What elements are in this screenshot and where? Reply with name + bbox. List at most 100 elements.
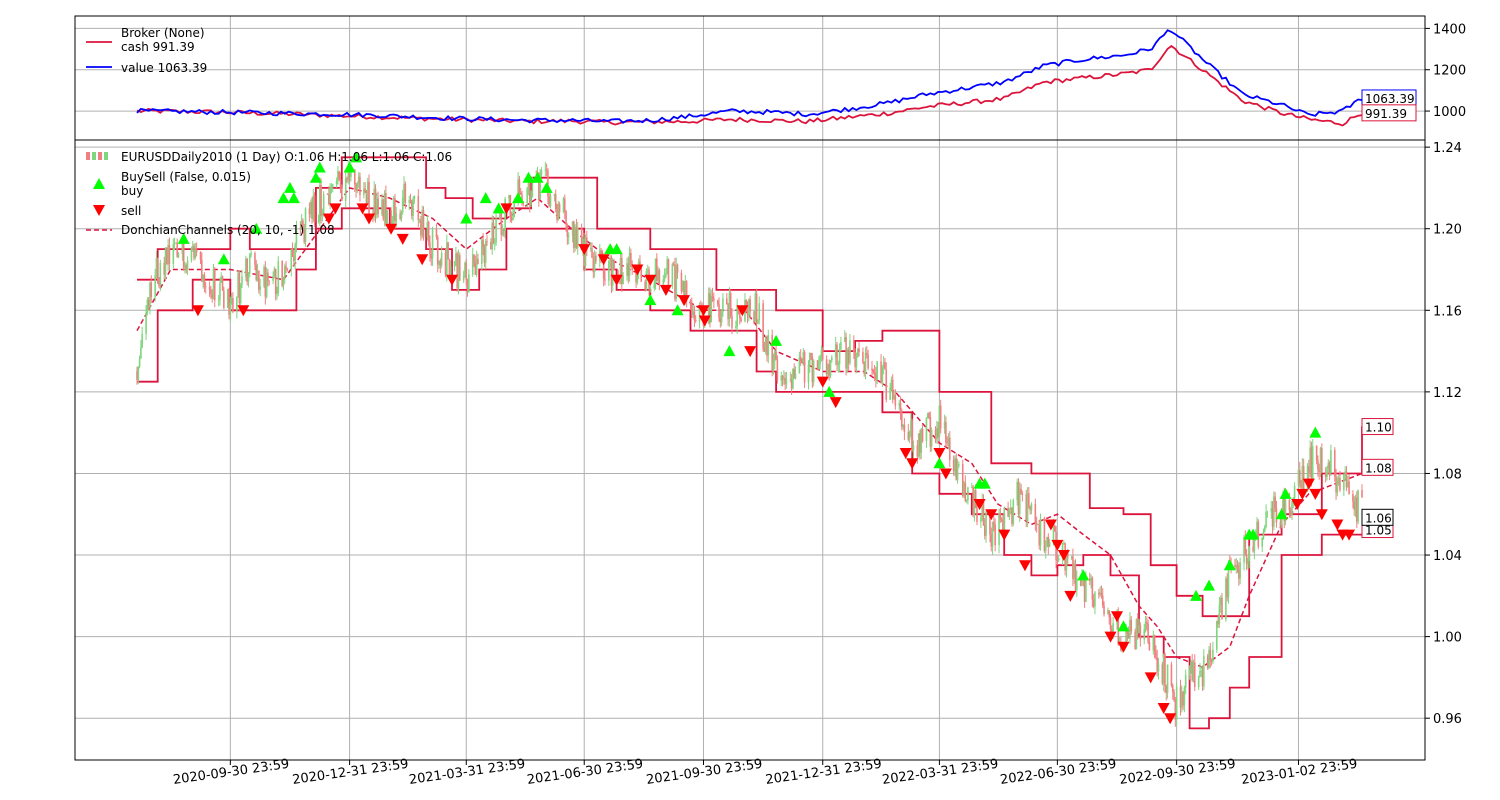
- candle-body: [821, 349, 824, 360]
- candle-body: [1034, 503, 1037, 523]
- candle-body: [390, 210, 392, 224]
- candle-body: [385, 193, 387, 224]
- candle-body: [421, 210, 423, 236]
- candle-body: [477, 258, 479, 264]
- candle-body: [303, 228, 306, 243]
- price-end-labels: 1.10 1.08 1.051.06: [1361, 418, 1394, 539]
- sell-marker: [998, 529, 1011, 541]
- candle-body: [422, 210, 425, 238]
- candle-legend-swatch: [86, 152, 90, 160]
- sell-marker: [698, 315, 711, 327]
- candle-body: [1107, 610, 1109, 615]
- buy-marker: [1275, 508, 1288, 520]
- candle-body: [735, 326, 737, 328]
- candle-body: [1002, 519, 1004, 535]
- candle-body: [630, 252, 632, 264]
- candle-body: [394, 198, 396, 222]
- sell-marker: [329, 203, 342, 215]
- candle-body: [1083, 579, 1086, 603]
- candle-body: [247, 272, 250, 282]
- candle-body: [1147, 623, 1149, 642]
- candle-body: [1289, 510, 1292, 516]
- candlesticks: [136, 160, 1363, 727]
- candle-body: [211, 293, 213, 299]
- lower-end-label: 1.05: [1365, 524, 1392, 538]
- candle-body: [1345, 471, 1348, 488]
- candle-body: [707, 293, 710, 324]
- candle-body: [341, 189, 343, 201]
- candle-body: [495, 218, 497, 243]
- candle-body: [993, 521, 995, 525]
- candle-body: [846, 351, 849, 369]
- cash-end-box: [1361, 104, 1417, 122]
- candle-body: [268, 280, 271, 282]
- candle-body: [1275, 508, 1278, 523]
- candle-body: [710, 295, 713, 323]
- candle-body: [273, 268, 276, 277]
- candle-body: [639, 261, 641, 265]
- candle-body: [1300, 483, 1302, 488]
- candle-body: [882, 362, 885, 368]
- candle-body: [311, 202, 313, 219]
- candle-body: [903, 424, 906, 433]
- candle-body: [210, 289, 212, 294]
- candle-body: [829, 360, 832, 376]
- candle-body: [283, 266, 286, 278]
- candle-body: [408, 200, 411, 203]
- candle-body: [444, 253, 447, 276]
- candle-body: [929, 417, 932, 447]
- candle-body: [339, 179, 342, 190]
- candle-body: [731, 315, 733, 328]
- candle-body: [313, 195, 316, 222]
- candle-body: [1136, 619, 1139, 633]
- candle-body: [757, 320, 759, 324]
- broker-legend: Broker (None)cash 991.39 value 1063.39: [86, 26, 207, 75]
- candle-body: [220, 276, 223, 283]
- sell-marker: [322, 213, 335, 225]
- candle-body: [698, 305, 701, 322]
- candle-body: [395, 213, 398, 222]
- candle-body: [1182, 691, 1184, 706]
- candle-body: [1094, 592, 1096, 607]
- candle-body: [136, 371, 138, 380]
- candle-body: [802, 352, 805, 363]
- buy-marker: [350, 151, 363, 163]
- candle-body: [193, 245, 195, 259]
- candle-body: [186, 260, 189, 270]
- candle-body: [1037, 524, 1039, 526]
- candle-body: [593, 255, 596, 273]
- candle-body: [1063, 543, 1065, 545]
- candle-body: [934, 430, 937, 438]
- candle-body: [719, 318, 722, 323]
- candle-body: [155, 258, 158, 276]
- candle-body: [429, 242, 431, 255]
- candle-body: [571, 221, 574, 236]
- price-y-tick-label: 1.20: [1433, 223, 1462, 238]
- candle-body: [368, 181, 370, 217]
- price-y-tick-label: 1.04: [1433, 549, 1462, 564]
- candle-body: [1091, 577, 1094, 600]
- candle-body: [591, 248, 593, 258]
- candle-body: [177, 254, 180, 258]
- sell-marker: [1111, 611, 1123, 623]
- candle-body: [1029, 506, 1031, 511]
- candle-body: [290, 249, 293, 270]
- candle-body: [793, 369, 796, 379]
- candle-body: [404, 183, 407, 203]
- candle-body: [738, 310, 741, 319]
- candle-body: [383, 193, 386, 220]
- candle-body: [412, 198, 414, 216]
- candle-body: [863, 362, 866, 375]
- candle-body: [801, 361, 803, 363]
- candle-body: [667, 259, 670, 286]
- candle-body: [357, 176, 360, 184]
- candle-body: [195, 250, 198, 253]
- candle-body: [1188, 668, 1191, 676]
- donchian-upper-line: [137, 156, 1363, 618]
- candle-body: [1209, 649, 1212, 661]
- candle-body: [1181, 691, 1183, 708]
- candle-body: [522, 202, 525, 204]
- candle-body: [937, 428, 939, 438]
- candle-body: [794, 373, 797, 379]
- sell-marker: [933, 448, 946, 460]
